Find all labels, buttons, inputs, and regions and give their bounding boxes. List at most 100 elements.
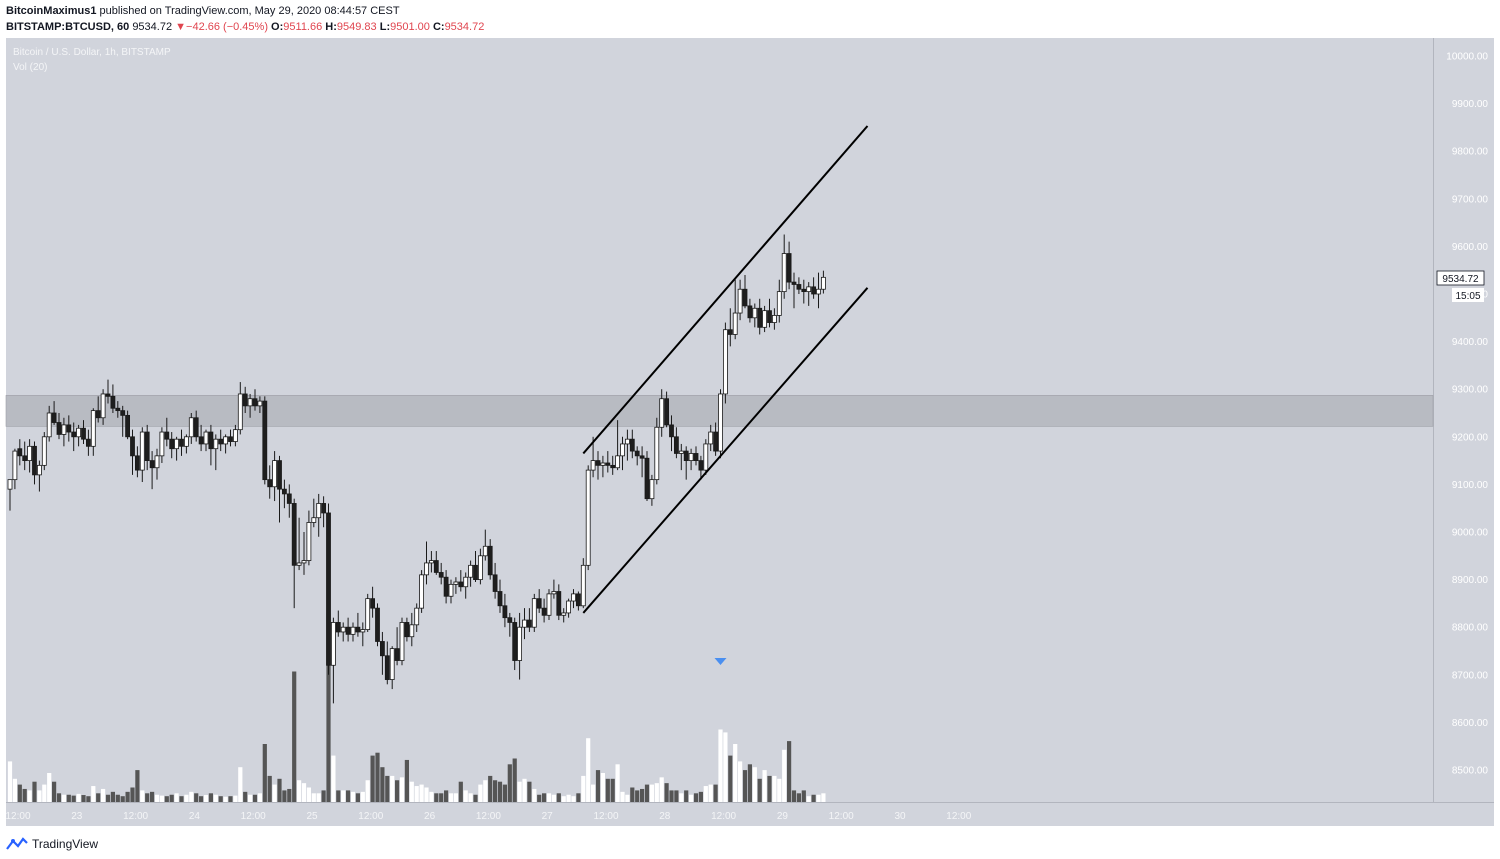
- candle-body: [144, 431, 150, 462]
- candle-body: [37, 464, 42, 476]
- candle-body: [95, 410, 101, 419]
- volume-bar: [507, 764, 512, 802]
- time-tick-label: 23: [71, 811, 83, 822]
- candle-body: [497, 591, 503, 607]
- volume-bar: [600, 773, 605, 802]
- volume-bar: [718, 729, 723, 802]
- candle-body: [678, 450, 684, 454]
- candle-body: [595, 460, 601, 466]
- candle-body: [600, 462, 606, 466]
- volume-bar: [331, 755, 336, 802]
- volume-bar: [787, 741, 792, 802]
- candle-body: [708, 431, 714, 445]
- candle-body: [742, 288, 748, 307]
- volume-bar: [110, 791, 115, 802]
- candle-body: [669, 424, 674, 438]
- volume-bar: [154, 794, 160, 802]
- price-badge: 9534.72 15:05: [1436, 270, 1485, 302]
- volume-bar: [444, 790, 449, 802]
- volume-bar: [796, 793, 801, 802]
- candle-body: [345, 626, 351, 635]
- volume-bar: [581, 775, 586, 802]
- open-label: O:: [271, 21, 284, 33]
- volume-bar: [424, 787, 429, 802]
- volume-bar: [782, 749, 787, 802]
- volume-bar: [130, 787, 135, 802]
- candle-body: [213, 438, 219, 450]
- time-tick-label: 12:00: [358, 811, 383, 822]
- volume-bar: [669, 790, 674, 802]
- candle-body: [507, 617, 513, 623]
- volume-bar: [42, 784, 47, 802]
- price-tick-label: 8700.00: [1452, 670, 1489, 681]
- candle-body: [370, 598, 376, 609]
- candle-body: [208, 431, 214, 450]
- volume-bar: [243, 791, 248, 802]
- candle-body: [576, 593, 581, 607]
- volume-bar: [223, 796, 228, 802]
- candle-body: [66, 424, 72, 433]
- volume-bar: [693, 793, 699, 802]
- time-axis[interactable]: 12:00 23 12:00 24 12:00 25 12:00 26 12:00 27 12:00…: [5, 811, 971, 822]
- candle-body: [115, 407, 121, 412]
- footer-brand[interactable]: TradingView: [32, 837, 99, 851]
- price-axis-background[interactable]: [1434, 38, 1494, 802]
- legend-volume[interactable]: Vol (20): [13, 62, 47, 73]
- volume-bar: [497, 781, 503, 802]
- candle-body: [776, 291, 782, 316]
- volume-bar: [233, 795, 238, 802]
- volume-bar: [542, 793, 547, 802]
- time-axis-background[interactable]: [6, 802, 1494, 826]
- volume-bar: [733, 744, 738, 802]
- candle-body: [517, 626, 522, 661]
- volume-bar: [512, 758, 517, 802]
- candle-body: [296, 562, 302, 566]
- ascending-channel[interactable]: [582, 125, 869, 614]
- volume-bar: [164, 796, 169, 802]
- candle-body: [605, 462, 611, 466]
- candle-body: [747, 305, 753, 319]
- volume-bar: [47, 773, 52, 802]
- tradingview-logo-icon[interactable]: [6, 837, 28, 851]
- candle-body: [17, 448, 23, 457]
- candle-body: [350, 626, 356, 635]
- volume-bar: [468, 793, 473, 802]
- price-tick-label: 9600.00: [1452, 242, 1489, 253]
- volume-bar: [757, 778, 762, 802]
- candle-body: [512, 622, 518, 661]
- candle-body: [262, 400, 268, 481]
- volume-bar: [326, 613, 331, 802]
- volume-bar: [7, 761, 13, 802]
- volume-bar: [52, 781, 57, 802]
- candle-body: [242, 393, 248, 407]
- volume-bar: [713, 784, 718, 802]
- candle-body: [257, 400, 263, 407]
- volume-bar: [659, 777, 664, 802]
- candle-body: [228, 436, 233, 442]
- candle-body: [272, 460, 278, 488]
- volume-bar: [703, 786, 708, 802]
- publisher-name[interactable]: BitcoinMaximus1: [6, 5, 97, 17]
- candle-body: [311, 517, 317, 523]
- candle-body: [12, 450, 18, 481]
- candle-body: [438, 572, 444, 578]
- symbol-label[interactable]: BITSTAMP:BTCUSD, 60: [6, 21, 130, 33]
- price-axis[interactable]: 10000.009900.009800.009700.009600.009500…: [1446, 52, 1488, 777]
- volume-bar: [199, 796, 204, 802]
- volume-bar: [586, 738, 591, 802]
- volume-bar: [311, 793, 316, 802]
- volume-bar: [664, 783, 669, 802]
- volume-bar: [218, 796, 223, 802]
- candle-body: [404, 622, 410, 638]
- candle-body: [566, 600, 571, 614]
- volume-bar: [674, 790, 679, 802]
- candle-body: [531, 598, 537, 628]
- price-tick-label: 9300.00: [1452, 385, 1489, 396]
- candle-body: [786, 253, 792, 283]
- candle-body: [183, 436, 189, 447]
- candle-body: [796, 284, 802, 290]
- candle-body: [188, 417, 194, 438]
- volume-bar: [56, 793, 62, 802]
- legend-title[interactable]: Bitcoin / U.S. Dollar, 1h, BITSTAMP: [13, 47, 171, 58]
